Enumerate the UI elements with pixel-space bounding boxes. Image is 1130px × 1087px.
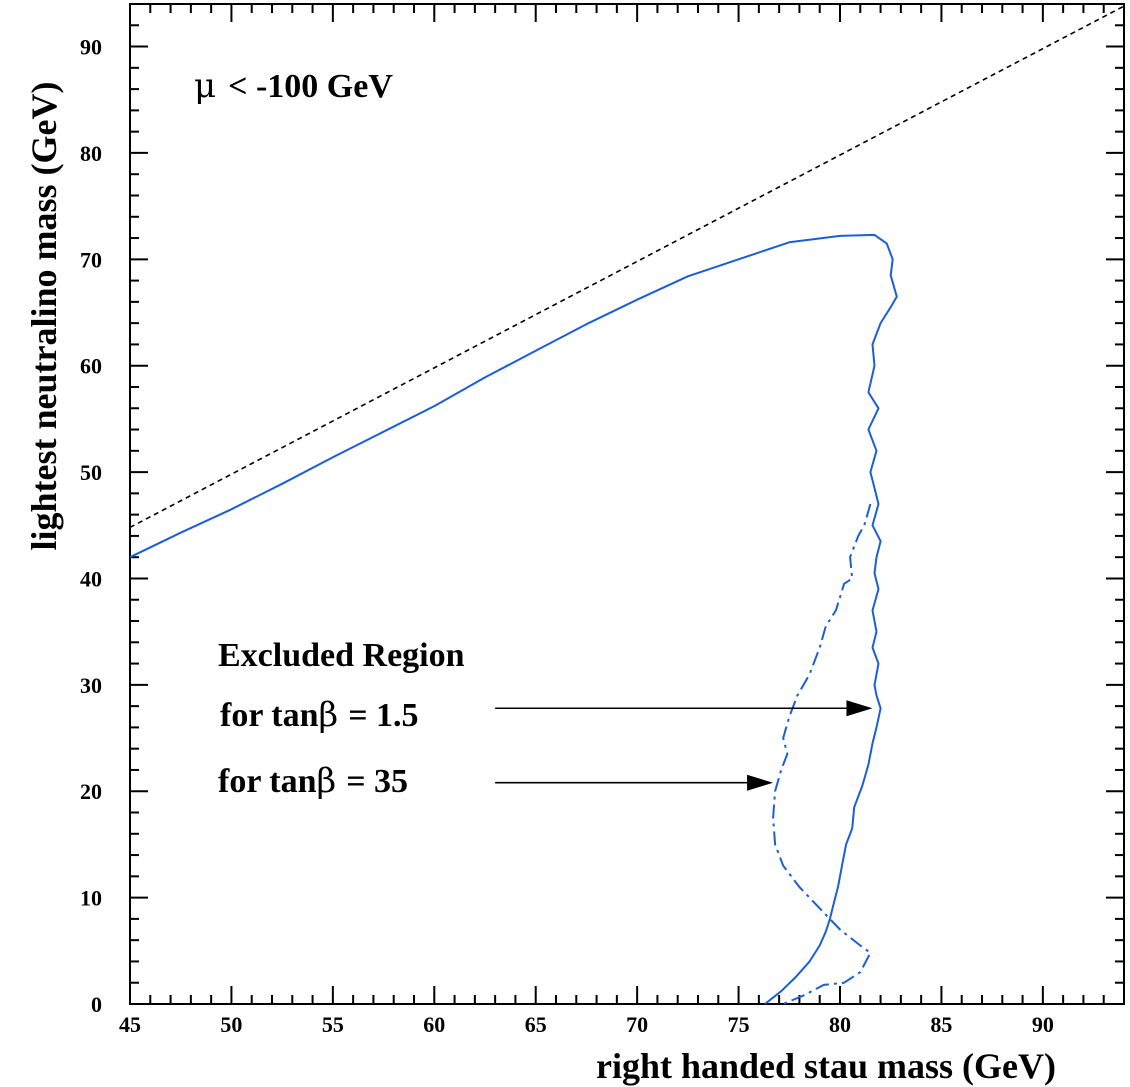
- y-tick-label: 90: [80, 35, 102, 60]
- excluded-region-label: Excluded Region: [218, 637, 465, 674]
- exclusion-curve-tanbeta-1-5: [129, 233, 898, 1005]
- x-tick-label: 45: [119, 1012, 141, 1037]
- exclusion-curve-tanbeta-35: [772, 503, 872, 1005]
- x-axis-title: right handed stau mass (GeV): [596, 1046, 1056, 1086]
- x-tick-label: 85: [930, 1012, 952, 1037]
- beta-symbol-1: β: [319, 695, 339, 735]
- plot-frame: [129, 3, 1125, 1005]
- arrow-tanbeta-1-5-head: [846, 700, 873, 717]
- tan-beta-35-label: for tanβ = 35: [218, 761, 408, 801]
- x-tick-label: 75: [728, 1012, 750, 1037]
- x-tick-label: 60: [423, 1012, 445, 1037]
- y-tick-label: 30: [80, 673, 102, 698]
- beta-symbol-2: β: [317, 761, 337, 801]
- tan-value-1: = 1.5: [348, 697, 418, 734]
- y-tick-label: 70: [80, 247, 102, 272]
- mu-symbol: μ: [194, 66, 216, 106]
- for-tan-prefix-1: for tan: [220, 697, 319, 734]
- tan-beta-1-5-label: for tanβ = 1.5: [220, 695, 419, 735]
- y-tick-label: 40: [80, 566, 102, 591]
- y-tick-label: 10: [80, 886, 102, 911]
- x-tick-label: 70: [626, 1012, 648, 1037]
- kinematic-limit-line: [129, 5, 1125, 529]
- y-tick-label: 80: [80, 141, 102, 166]
- x-tick-label: 65: [525, 1012, 547, 1037]
- x-tick-label: 90: [1032, 1012, 1054, 1037]
- y-tick-label: 50: [80, 460, 102, 485]
- mu-text: < -100 GeV: [228, 68, 393, 105]
- mu-annotation: μ < -100 GeV: [194, 66, 393, 106]
- tan-value-2: = 35: [346, 763, 408, 800]
- y-axis-title: lightest neutralino mass (GeV): [24, 82, 64, 551]
- arrow-tanbeta-35-head: [747, 774, 774, 791]
- x-tick-label: 50: [220, 1012, 242, 1037]
- x-tick-label: 80: [829, 1012, 851, 1037]
- y-tick-label: 0: [91, 992, 102, 1017]
- x-tick-label: 55: [322, 1012, 344, 1037]
- for-tan-prefix-2: for tan: [218, 763, 317, 800]
- y-tick-label: 20: [80, 779, 102, 804]
- y-tick-label: 60: [80, 354, 102, 379]
